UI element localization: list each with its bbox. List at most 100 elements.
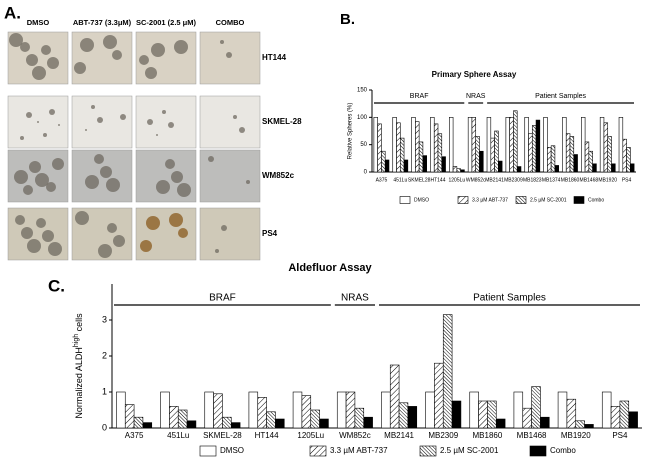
bar	[451, 400, 462, 429]
bar	[562, 117, 567, 173]
bar	[495, 418, 506, 429]
sphere	[100, 166, 112, 178]
bar	[522, 407, 532, 429]
bar	[169, 406, 179, 429]
bar	[619, 400, 630, 429]
sphere	[32, 66, 46, 80]
bar	[547, 147, 552, 173]
bar	[275, 418, 285, 429]
bar	[513, 110, 518, 173]
group-label: Patient Samples	[473, 293, 546, 304]
bar	[319, 418, 329, 429]
micrograph	[199, 207, 261, 261]
sphere	[26, 54, 38, 66]
bar	[487, 400, 497, 429]
bar	[494, 130, 499, 173]
row-label: HT144	[262, 53, 287, 62]
bar	[433, 123, 439, 173]
column-header: ABT-737 (3.3μM)	[73, 18, 132, 27]
sphere	[239, 127, 245, 133]
bar	[248, 391, 259, 429]
bar	[116, 391, 126, 429]
bar	[434, 362, 444, 429]
bar	[490, 137, 495, 173]
chart-title: Primary Sphere Assay	[432, 70, 517, 79]
bar	[554, 165, 559, 173]
x-tick-label: 1205Lu	[449, 177, 466, 183]
bar	[160, 391, 170, 429]
sphere	[103, 35, 117, 49]
bar	[411, 117, 416, 173]
sphere	[246, 180, 250, 184]
sphere	[147, 119, 153, 125]
sphere	[156, 180, 170, 194]
y-tick-label: 0	[102, 422, 107, 432]
bar	[611, 163, 616, 173]
bar	[177, 409, 188, 429]
legend-label: Combo	[588, 197, 604, 203]
x-tick-label: MB1920	[598, 177, 617, 183]
y-tick-label: 50	[360, 142, 367, 148]
sphere	[80, 38, 94, 52]
bar	[292, 391, 303, 429]
bar	[528, 133, 533, 173]
sphere	[168, 122, 174, 128]
bar	[543, 117, 548, 173]
bar	[565, 133, 571, 173]
sphere	[156, 134, 158, 136]
bar	[449, 117, 454, 173]
sphere	[75, 211, 89, 225]
sphere	[27, 239, 41, 253]
x-tick-label: MB2141	[384, 431, 414, 440]
sphere-image-grid: DMSO ABT-737 (3.3μM) SC-2001 (2.5 μM) COMBO…	[7, 18, 302, 261]
x-tick-label: SKMEL28	[408, 177, 431, 183]
legend-label: 3.3 µM ABT-737	[472, 197, 508, 203]
sphere	[20, 136, 24, 140]
sphere	[146, 216, 160, 230]
x-tick-label: 451Lu	[167, 431, 189, 440]
bar	[222, 416, 232, 429]
bar	[573, 154, 578, 173]
micrograph	[135, 95, 197, 149]
bar	[418, 141, 424, 173]
bar	[566, 398, 577, 429]
bar	[622, 138, 627, 173]
legend-swatch	[419, 445, 437, 457]
bar	[392, 117, 397, 173]
x-tick-label: 451Lu	[393, 177, 407, 183]
sphere	[14, 170, 28, 184]
bar	[354, 407, 365, 429]
column-header: DMSO	[27, 18, 50, 27]
column-header: COMBO	[216, 18, 245, 27]
sphere	[178, 228, 188, 238]
legend-swatch	[199, 445, 217, 457]
sphere	[208, 156, 214, 162]
bar	[384, 159, 390, 173]
sphere	[37, 121, 39, 123]
group-label: Patient Samples	[535, 93, 586, 100]
bar	[407, 406, 418, 429]
y-tick-label: 1	[102, 386, 107, 396]
legend-swatch	[573, 196, 585, 204]
panel-label: C.	[48, 276, 65, 295]
row-label: WM852c	[262, 171, 295, 180]
sphere	[48, 242, 62, 256]
row-label: PS4	[262, 229, 278, 238]
group-label: NRAS	[341, 293, 369, 304]
bar	[531, 386, 541, 429]
bar	[475, 136, 480, 173]
sphere	[169, 213, 183, 227]
y-tick-label: 150	[357, 88, 368, 94]
bar	[599, 117, 605, 173]
legend-label: 2.5 µM SC-2001	[440, 446, 499, 455]
sphere	[174, 40, 188, 54]
x-tick-label: A375	[125, 431, 144, 440]
bar	[588, 150, 593, 173]
bar	[452, 166, 458, 173]
sphere	[29, 161, 41, 173]
sphere	[98, 244, 112, 258]
y-tick-label: 0	[364, 170, 368, 176]
x-tick-label: MB1860	[473, 431, 503, 440]
y-tick-label: 2	[102, 350, 107, 360]
